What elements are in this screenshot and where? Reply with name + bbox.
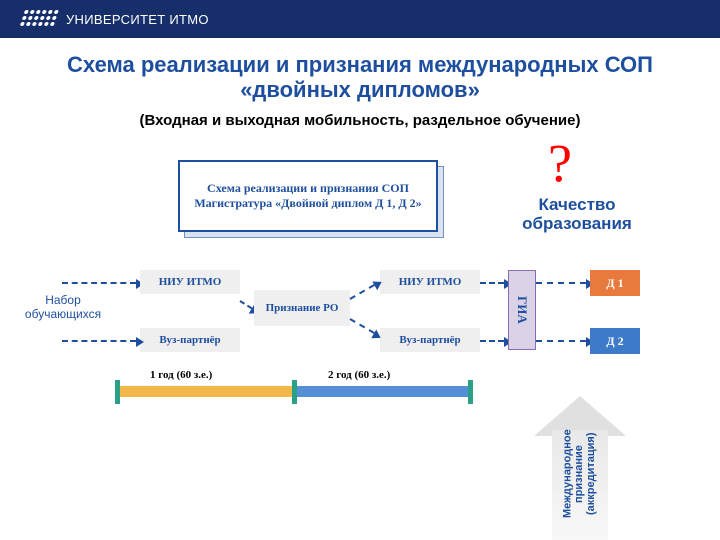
block-partner-y2: Вуз-партнёр	[380, 328, 480, 352]
arrow-itmo-priznanie	[239, 300, 252, 309]
brand-text: УНИВЕРСИТЕТ ИТМО	[66, 12, 209, 27]
d2-box: Д 2	[590, 328, 640, 354]
year1-label: 1 год (60 з.е.)	[150, 369, 212, 381]
arrow-partner-priznanie	[62, 340, 136, 342]
page-title: Схема реализации и признания международн…	[40, 52, 680, 103]
d1-box: Д 1	[590, 270, 640, 296]
year1-bar	[118, 386, 294, 397]
arrow-gia-d2	[536, 340, 586, 342]
tick-2	[468, 380, 473, 404]
intl-arrow-text: Международное признание (аккредитация)	[551, 414, 609, 534]
enrollment-label: Набор обучающихся	[18, 294, 108, 322]
arrow-enroll-itmo	[62, 282, 136, 284]
arrow-itmo2-gia	[480, 282, 504, 284]
arrow-partner2-gia	[480, 340, 504, 342]
header-strip: УНИВЕРСИТЕТ ИТМО	[0, 0, 720, 38]
block-itmo-y1: НИУ ИТМО	[140, 270, 240, 294]
page-subtitle: (Входная и выходная мобильность, раздель…	[40, 112, 680, 129]
scheme-box: Схема реализации и признания СОП Магистр…	[178, 160, 438, 232]
tick-0	[115, 380, 120, 404]
block-itmo-y2: НИУ ИТМО	[380, 270, 480, 294]
arrow-pr-partner2	[350, 318, 375, 334]
block-partner-y1: Вуз-партнёр	[140, 328, 240, 352]
logo-dots	[19, 10, 57, 28]
year2-label: 2 год (60 з.е.)	[328, 369, 390, 381]
tick-1	[292, 380, 297, 404]
question-mark: ?	[548, 132, 572, 194]
block-priznanie: Признание РО	[254, 290, 350, 326]
arrow-pr-itmo2	[350, 284, 375, 300]
year2-bar	[294, 386, 470, 397]
quality-label: Качество образования	[502, 196, 652, 233]
arrow-gia-d1	[536, 282, 586, 284]
gia-label: ГИА	[508, 272, 536, 348]
